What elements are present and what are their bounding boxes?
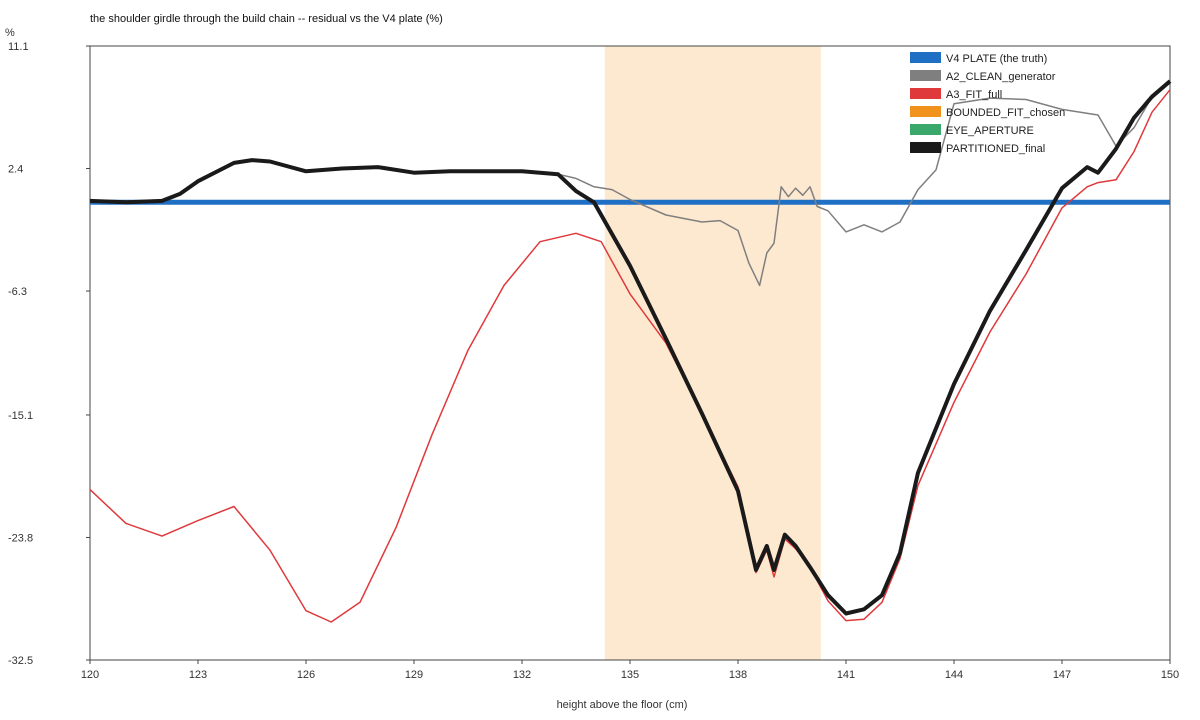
legend-swatch bbox=[910, 106, 941, 117]
x-tick-label: 132 bbox=[513, 669, 531, 681]
legend-swatch bbox=[910, 124, 941, 135]
x-tick-label: 150 bbox=[1161, 669, 1179, 681]
y-tick-label: -6.3 bbox=[8, 286, 27, 298]
y-tick-label: -23.8 bbox=[8, 532, 33, 544]
y-tick-label: 11.1 bbox=[8, 41, 29, 53]
legend-label: PARTITIONED_final bbox=[946, 143, 1045, 155]
y-tick-label: -15.1 bbox=[8, 410, 33, 422]
legend-swatch bbox=[910, 70, 941, 81]
y-axis-label: % bbox=[5, 27, 15, 39]
shaded-region bbox=[604, 46, 821, 660]
x-axis-label: height above the floor (cm) bbox=[557, 699, 688, 711]
legend-label: V4 PLATE (the truth) bbox=[946, 53, 1047, 65]
chart-title: the shoulder girdle through the build ch… bbox=[90, 13, 443, 25]
legend-swatch bbox=[910, 142, 941, 153]
x-tick-label: 144 bbox=[945, 669, 963, 681]
legend-label: A2_CLEAN_generator bbox=[946, 71, 1056, 83]
y-tick-layer: 11.1 2.4 -6.3 -15.1 -23.8 -32.5 bbox=[8, 41, 90, 667]
legend-swatch bbox=[910, 88, 941, 99]
x-tick-label: 126 bbox=[297, 669, 315, 681]
series-line-5 bbox=[89, 79, 1172, 616]
series-layer bbox=[89, 79, 1172, 623]
x-tick-layer: 120 123 126 129 132 135 138 141 144 147 150 bbox=[81, 660, 1179, 681]
legend-label: EYE_APERTURE bbox=[946, 125, 1034, 137]
y-tick-label: 2.4 bbox=[8, 164, 23, 176]
x-tick-label: 120 bbox=[81, 669, 99, 681]
y-tick-label: -32.5 bbox=[8, 655, 33, 667]
legend: V4 PLATE (the truth) A2_CLEAN_generator A3… bbox=[910, 52, 1065, 155]
shaded-region-layer bbox=[604, 46, 821, 660]
x-tick-label: 129 bbox=[405, 669, 423, 681]
legend-swatch bbox=[910, 52, 941, 63]
x-tick-label: 141 bbox=[837, 669, 855, 681]
legend-label: A3_FIT_full bbox=[946, 89, 1002, 101]
x-tick-label: 138 bbox=[729, 669, 747, 681]
x-tick-label: 123 bbox=[189, 669, 207, 681]
x-tick-label: 147 bbox=[1053, 669, 1071, 681]
legend-label: BOUNDED_FIT_chosen bbox=[946, 107, 1065, 119]
x-tick-label: 135 bbox=[621, 669, 639, 681]
